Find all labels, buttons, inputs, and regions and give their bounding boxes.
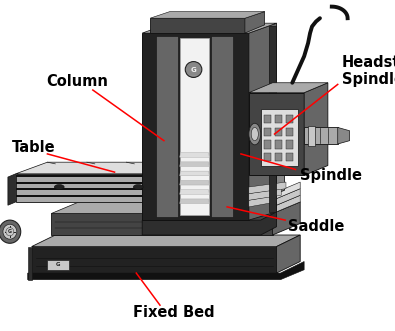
Ellipse shape xyxy=(249,123,261,145)
Text: G: G xyxy=(8,229,12,234)
Bar xyxy=(16,195,253,197)
Bar xyxy=(264,115,271,123)
Polygon shape xyxy=(249,182,286,194)
Bar xyxy=(275,115,282,123)
Polygon shape xyxy=(253,162,284,202)
Polygon shape xyxy=(304,127,338,144)
Text: ——: —— xyxy=(190,73,198,77)
Polygon shape xyxy=(249,195,276,207)
Bar xyxy=(269,26,276,212)
Text: Table: Table xyxy=(12,140,55,155)
Polygon shape xyxy=(237,189,300,207)
Polygon shape xyxy=(245,12,265,33)
Ellipse shape xyxy=(7,229,13,235)
Polygon shape xyxy=(237,195,300,213)
Bar xyxy=(156,36,178,217)
Bar xyxy=(264,140,271,149)
Polygon shape xyxy=(142,33,249,220)
Polygon shape xyxy=(142,212,276,235)
Bar xyxy=(264,128,271,136)
Bar xyxy=(275,128,282,136)
Ellipse shape xyxy=(185,62,202,77)
Text: Saddle: Saddle xyxy=(288,219,345,234)
Text: Spindle: Spindle xyxy=(300,168,362,183)
Ellipse shape xyxy=(0,220,21,243)
Polygon shape xyxy=(180,180,209,185)
Polygon shape xyxy=(249,189,281,200)
Polygon shape xyxy=(180,171,209,176)
Text: Headstock-
Spindle Carrier: Headstock- Spindle Carrier xyxy=(342,55,395,87)
Bar xyxy=(16,188,253,190)
Bar xyxy=(261,109,298,166)
Polygon shape xyxy=(16,174,253,202)
Polygon shape xyxy=(150,12,265,18)
Text: G: G xyxy=(56,262,60,267)
Bar xyxy=(275,140,282,149)
Polygon shape xyxy=(304,83,328,175)
Bar xyxy=(211,36,233,217)
Ellipse shape xyxy=(134,185,143,189)
Ellipse shape xyxy=(3,224,17,239)
Bar xyxy=(264,153,271,161)
Polygon shape xyxy=(273,202,300,235)
Polygon shape xyxy=(16,162,284,174)
Ellipse shape xyxy=(55,185,64,189)
Bar xyxy=(286,140,293,149)
Polygon shape xyxy=(249,23,276,220)
Bar xyxy=(286,153,293,161)
Text: G: G xyxy=(191,67,196,72)
Bar xyxy=(47,260,69,270)
Polygon shape xyxy=(237,182,300,200)
Text: Fixed Bed: Fixed Bed xyxy=(133,305,214,320)
Polygon shape xyxy=(338,127,350,144)
Polygon shape xyxy=(28,261,304,280)
Polygon shape xyxy=(32,235,300,247)
Text: Column: Column xyxy=(46,73,108,89)
Polygon shape xyxy=(8,174,16,205)
Polygon shape xyxy=(180,190,209,194)
Bar xyxy=(275,153,282,161)
Bar xyxy=(286,115,293,123)
Polygon shape xyxy=(249,83,328,93)
Bar xyxy=(16,175,253,177)
Polygon shape xyxy=(249,93,304,175)
Bar xyxy=(286,128,293,136)
Polygon shape xyxy=(51,202,300,213)
Bar xyxy=(180,38,209,215)
Polygon shape xyxy=(180,153,209,157)
Bar xyxy=(16,182,253,184)
Ellipse shape xyxy=(6,228,14,236)
Polygon shape xyxy=(28,247,32,280)
Polygon shape xyxy=(276,235,300,273)
Polygon shape xyxy=(142,23,276,33)
Polygon shape xyxy=(32,247,276,273)
Polygon shape xyxy=(51,213,273,235)
Bar xyxy=(308,126,315,146)
Polygon shape xyxy=(150,18,245,33)
Polygon shape xyxy=(180,162,209,166)
Ellipse shape xyxy=(213,185,222,189)
Ellipse shape xyxy=(251,127,258,141)
Polygon shape xyxy=(180,199,209,204)
